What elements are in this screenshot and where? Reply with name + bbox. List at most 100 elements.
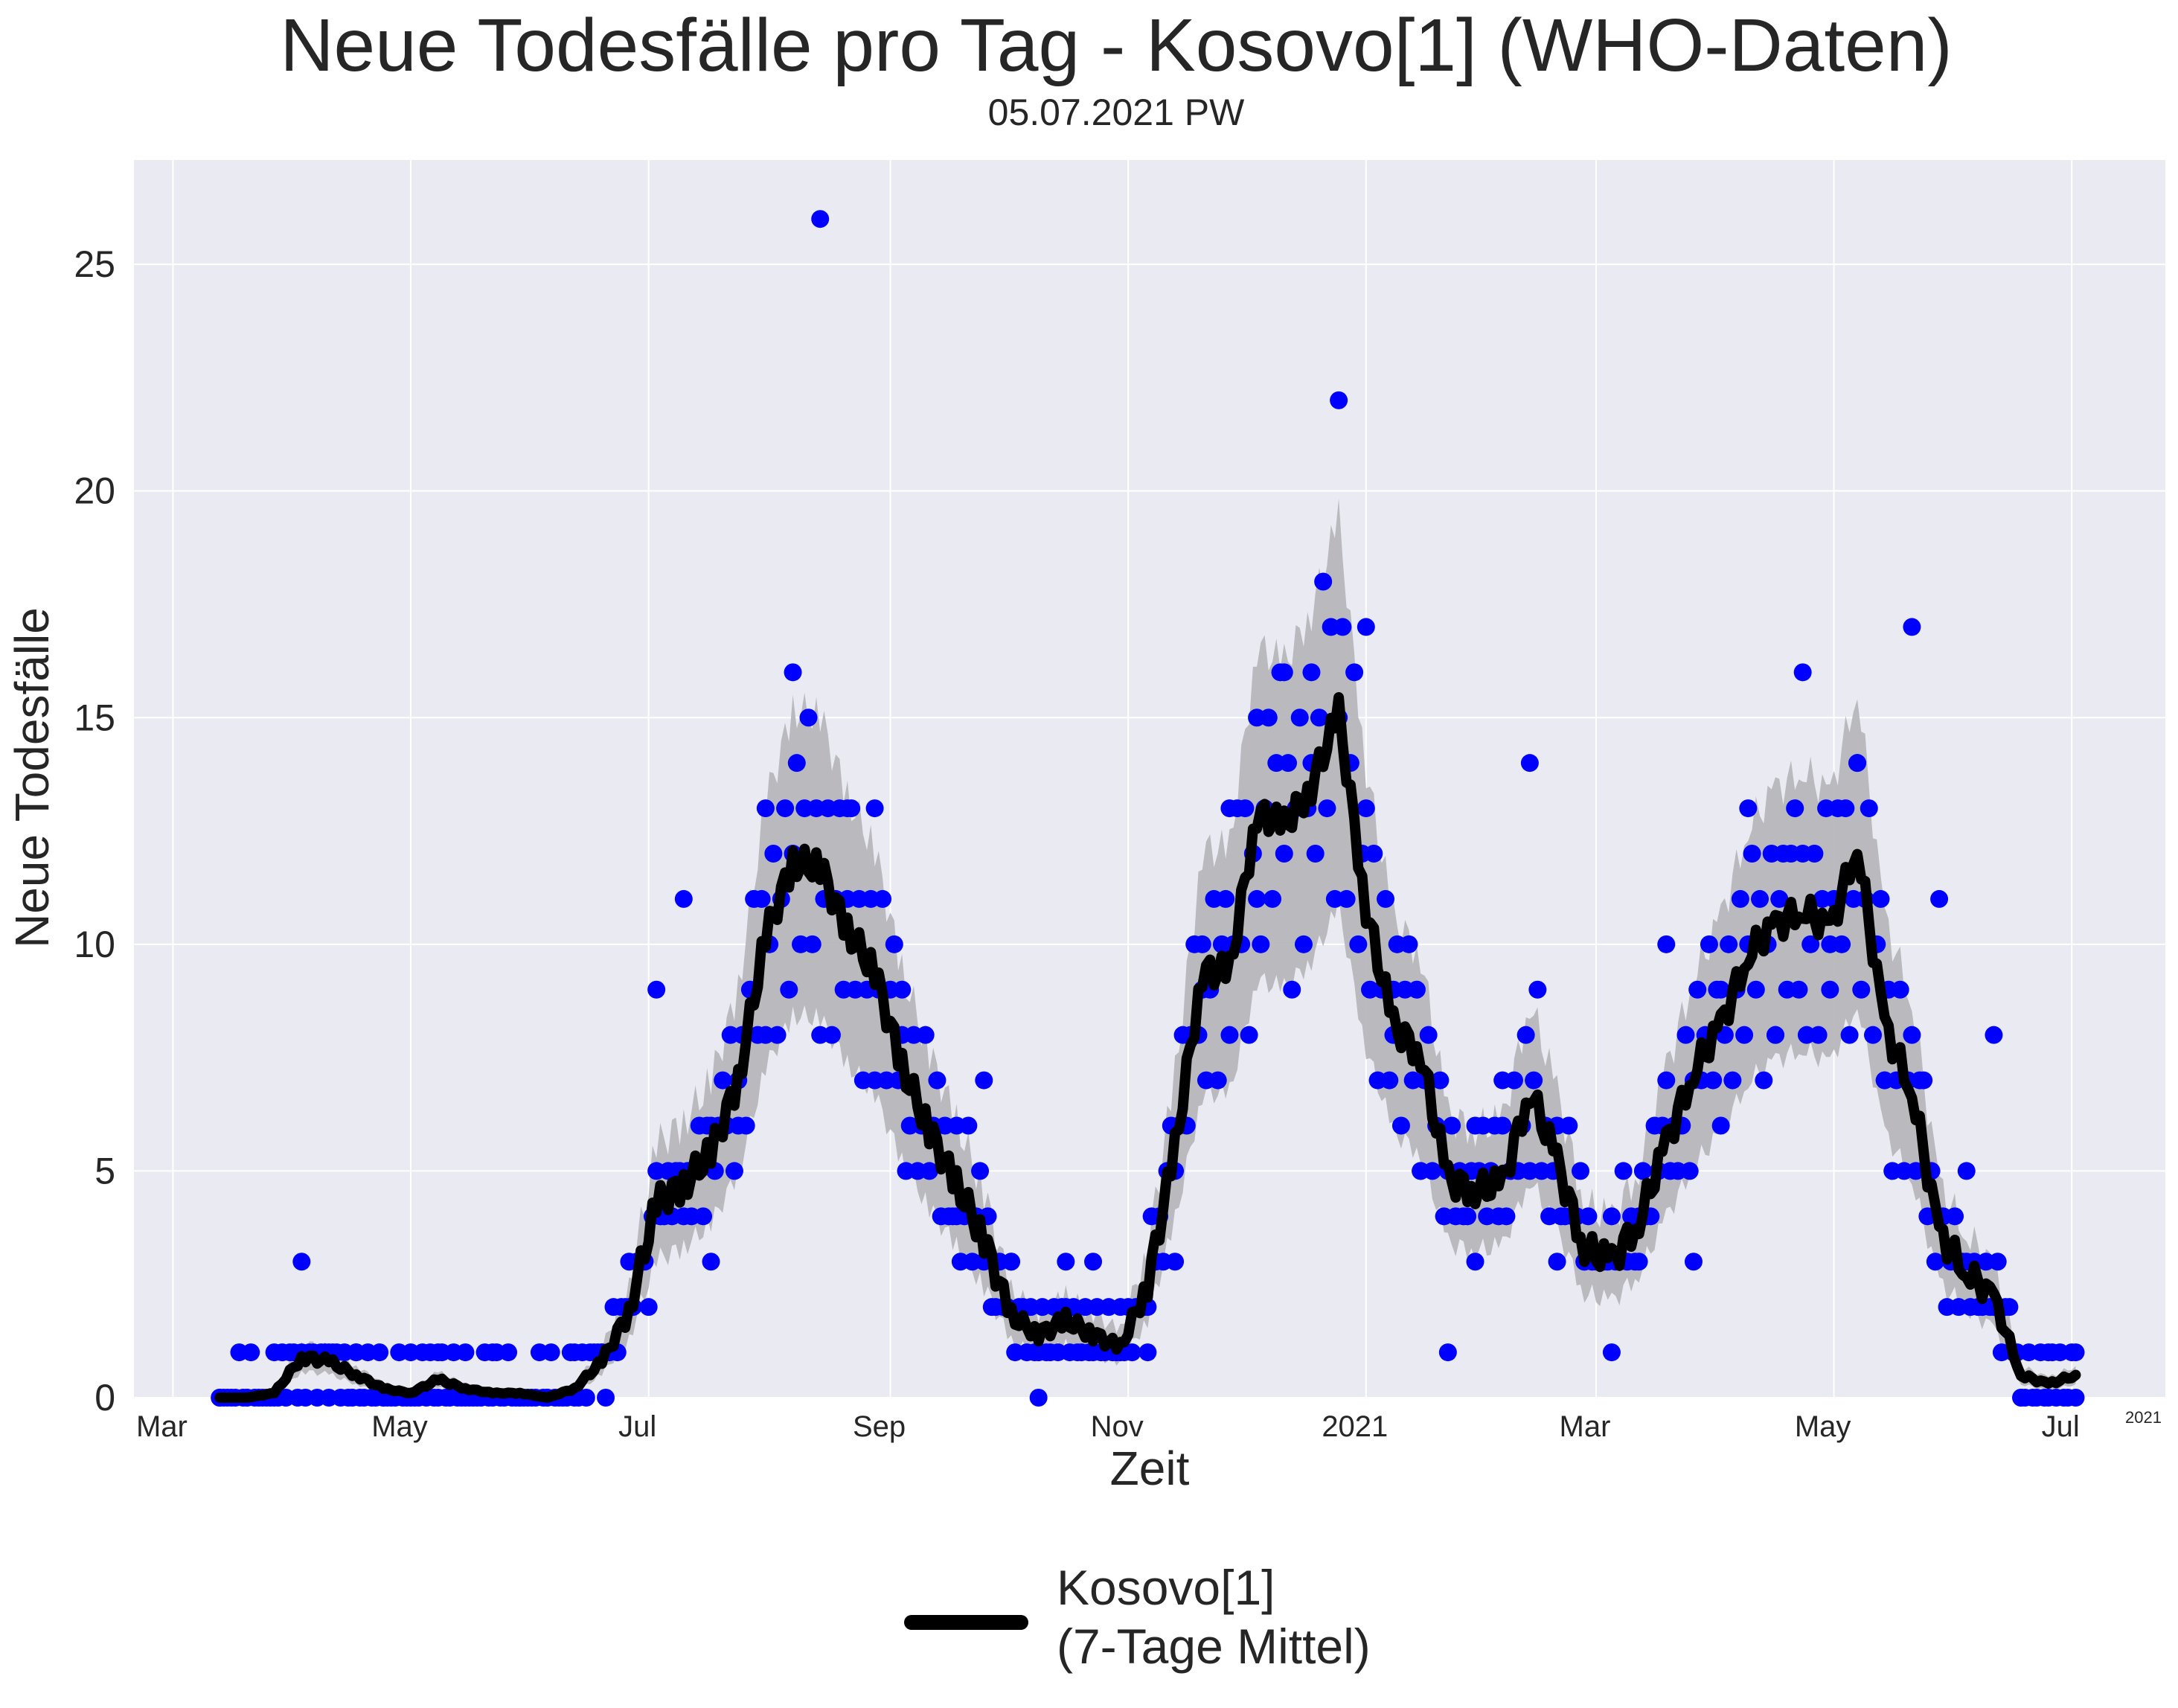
data-point <box>916 1026 935 1044</box>
data-point <box>1337 889 1356 908</box>
legend-label-line2: (7-Tage Mittel) <box>1057 1619 1371 1674</box>
data-point <box>1630 1253 1648 1271</box>
data-point <box>1852 980 1871 999</box>
data-point <box>2000 1298 2019 1317</box>
data-point <box>1283 980 1301 999</box>
data-point <box>1821 980 1839 999</box>
data-point <box>1755 1071 1773 1090</box>
data-point <box>499 1343 518 1362</box>
data-point <box>1930 889 1949 908</box>
x-tick-label: 2021 <box>1322 1410 1388 1443</box>
x-tick-label: Mar <box>1560 1410 1611 1443</box>
y-tick-label: 0 <box>95 1377 115 1418</box>
data-point <box>1271 663 1290 682</box>
data-point <box>1029 1389 1048 1407</box>
data-point <box>1657 1071 1676 1090</box>
x-tick-label: Nov <box>1091 1410 1144 1443</box>
legend: Kosovo[1] (7-Tage Mittel) <box>904 1560 1371 1674</box>
data-point <box>1739 799 1758 818</box>
data-point <box>1860 799 1878 818</box>
x-axis-label: Zeit <box>1110 1442 1190 1495</box>
data-point <box>1957 1162 1976 1180</box>
data-point <box>1154 1253 1173 1271</box>
data-point <box>1365 845 1383 863</box>
y-tick-label: 10 <box>74 924 115 965</box>
data-point <box>1314 572 1333 591</box>
data-point <box>1423 1162 1441 1180</box>
data-point <box>1357 618 1375 636</box>
data-point <box>292 1253 311 1271</box>
data-point <box>1809 1026 1828 1044</box>
data-point <box>811 210 830 228</box>
data-point <box>1419 1026 1438 1044</box>
data-point <box>1377 889 1395 908</box>
data-point <box>1579 1207 1598 1226</box>
data-point <box>1731 889 1749 908</box>
data-point <box>647 980 666 999</box>
data-point <box>1704 1071 1723 1090</box>
data-point <box>1407 980 1426 999</box>
data-point <box>1622 1207 1641 1226</box>
data-point <box>784 663 802 682</box>
x-tick-label: Sep <box>853 1410 906 1443</box>
data-point <box>1633 1162 1652 1180</box>
data-point <box>1252 935 1270 953</box>
data-point <box>1302 663 1321 682</box>
data-point <box>725 1162 743 1180</box>
data-point <box>1438 1343 1457 1362</box>
x-tick-label: May <box>371 1410 428 1443</box>
data-point <box>1380 1071 1399 1090</box>
data-point <box>1505 1071 1523 1090</box>
data-point <box>1751 889 1769 908</box>
data-point <box>1572 1162 1590 1180</box>
data-point <box>1746 980 1765 999</box>
data-point <box>822 1026 841 1044</box>
data-point <box>456 1343 475 1362</box>
data-point <box>764 845 783 863</box>
data-point <box>959 1116 978 1135</box>
data-point <box>1002 1253 1020 1271</box>
y-tick-label: 5 <box>95 1150 115 1192</box>
data-point <box>1123 1343 1141 1362</box>
data-point <box>1684 1253 1703 1271</box>
data-point <box>1711 1116 1730 1135</box>
data-point <box>1676 1026 1695 1044</box>
data-point <box>1294 935 1313 953</box>
data-point <box>1333 618 1352 636</box>
x-tick-label: Jul <box>2042 1410 2080 1443</box>
data-point <box>1493 1116 1512 1135</box>
data-point <box>1988 1253 2007 1271</box>
data-point <box>1790 980 1808 999</box>
data-point <box>1767 1026 1785 1044</box>
data-point <box>787 754 806 773</box>
data-point <box>1770 889 1789 908</box>
data-point <box>1801 935 1820 953</box>
data-point <box>1946 1207 1964 1226</box>
mean-line <box>214 692 2081 1403</box>
data-point <box>1528 980 1547 999</box>
data-point <box>1680 1162 1699 1180</box>
data-point <box>1720 935 1738 953</box>
data-point <box>1259 709 1278 727</box>
data-point <box>1926 1253 1944 1271</box>
data-point <box>756 799 775 818</box>
data-point <box>1723 1071 1742 1090</box>
y-tick-label: 25 <box>74 243 115 285</box>
data-point <box>865 799 884 818</box>
data-point <box>885 935 903 953</box>
x-offset-label: 2021 <box>2125 1408 2162 1427</box>
data-point <box>928 1071 947 1090</box>
data-point <box>1349 935 1368 953</box>
data-point <box>1290 709 1309 727</box>
data-point <box>1458 1207 1477 1226</box>
data-point <box>1208 1071 1227 1090</box>
data-point <box>1220 1026 1239 1044</box>
data-point <box>1400 935 1418 953</box>
data-point <box>577 1389 595 1407</box>
data-point <box>1466 1253 1484 1271</box>
data-point <box>1903 618 1921 636</box>
data-point <box>702 1253 720 1271</box>
data-point <box>1548 1253 1566 1271</box>
data-point <box>1915 1071 1933 1090</box>
